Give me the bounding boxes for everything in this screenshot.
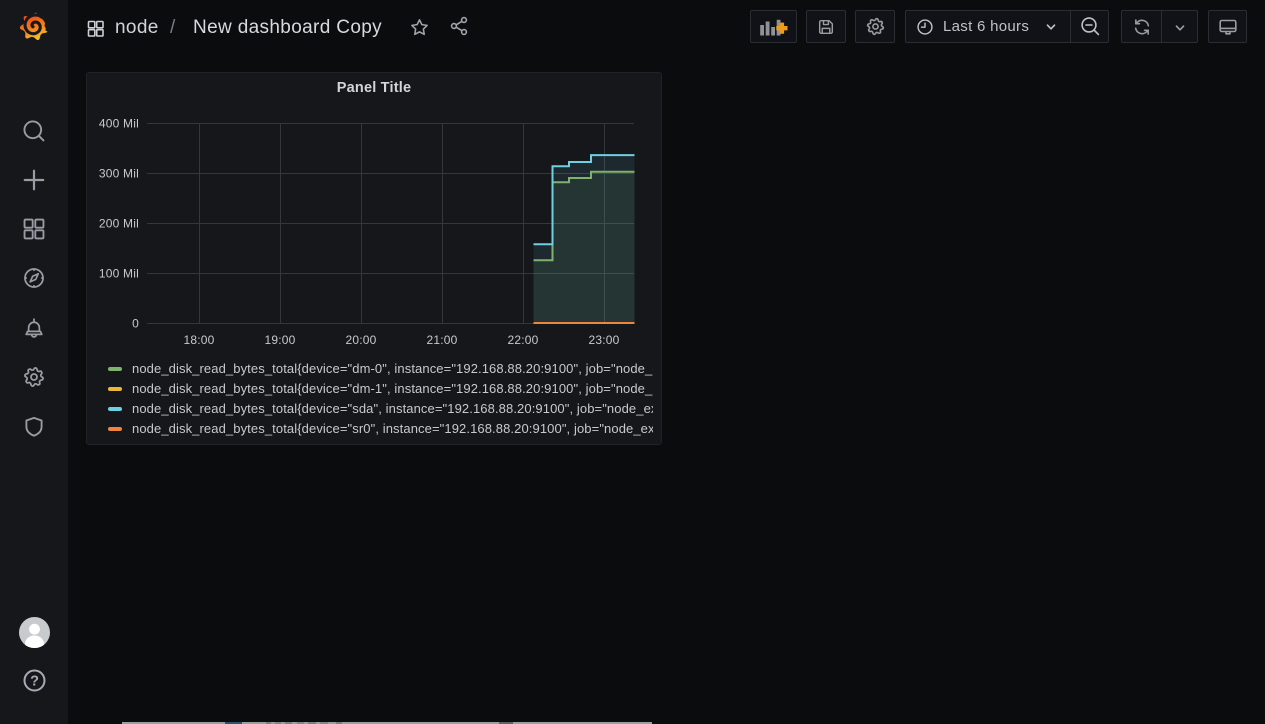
svg-text:300 Mil: 300 Mil bbox=[99, 167, 139, 181]
svg-text:23:00: 23:00 bbox=[588, 333, 619, 347]
svg-text:0: 0 bbox=[132, 317, 139, 331]
svg-text:?: ? bbox=[30, 674, 39, 690]
svg-text:100 Mil: 100 Mil bbox=[99, 267, 139, 281]
svg-text:21:00: 21:00 bbox=[426, 333, 457, 347]
svg-text:19:00: 19:00 bbox=[264, 333, 295, 347]
svg-text:200 Mil: 200 Mil bbox=[99, 217, 139, 231]
svg-text:400 Mil: 400 Mil bbox=[99, 117, 139, 131]
svg-text:20:00: 20:00 bbox=[345, 333, 376, 347]
svg-text:18:00: 18:00 bbox=[183, 333, 214, 347]
svg-text:22:00: 22:00 bbox=[507, 333, 538, 347]
